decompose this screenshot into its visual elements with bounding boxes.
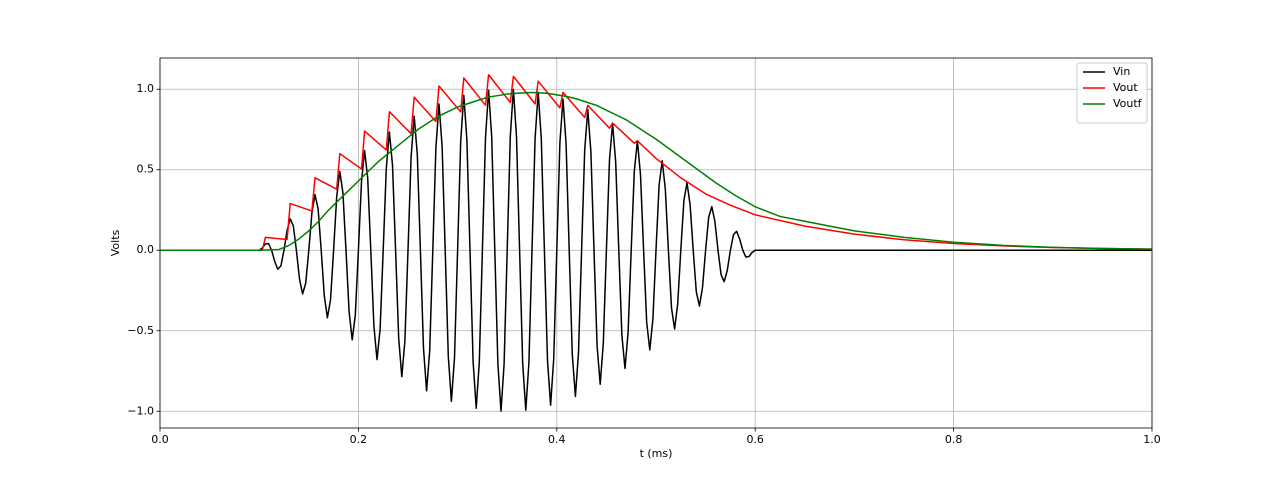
y-tick-label: −0.5 — [127, 324, 154, 337]
x-tick-label: 0.2 — [350, 433, 368, 446]
x-axis-label: t (ms) — [640, 447, 673, 460]
x-tick-label: 0.4 — [548, 433, 566, 446]
line-series — [160, 88, 1152, 412]
y-tick-label: 0.0 — [137, 243, 155, 256]
x-tick-label: 1.0 — [1143, 433, 1161, 446]
y-tick-label: −1.0 — [127, 404, 154, 417]
y-tick-label: 1.0 — [137, 82, 155, 95]
legend-label: Voutf — [1113, 97, 1143, 110]
x-tick-label: 0.0 — [151, 433, 169, 446]
line-series — [160, 91, 1153, 251]
y-axis-label: Volts — [109, 229, 122, 256]
plot-frame — [159, 57, 1153, 429]
legend-label: Vout — [1113, 81, 1138, 94]
line-series — [160, 73, 1153, 251]
legend-box — [1076, 62, 1148, 124]
y-tick-label: 0.5 — [137, 163, 155, 176]
legend-label: Vin — [1113, 65, 1130, 78]
x-tick-label: 0.6 — [746, 433, 764, 446]
x-tick-label: 0.8 — [945, 433, 963, 446]
